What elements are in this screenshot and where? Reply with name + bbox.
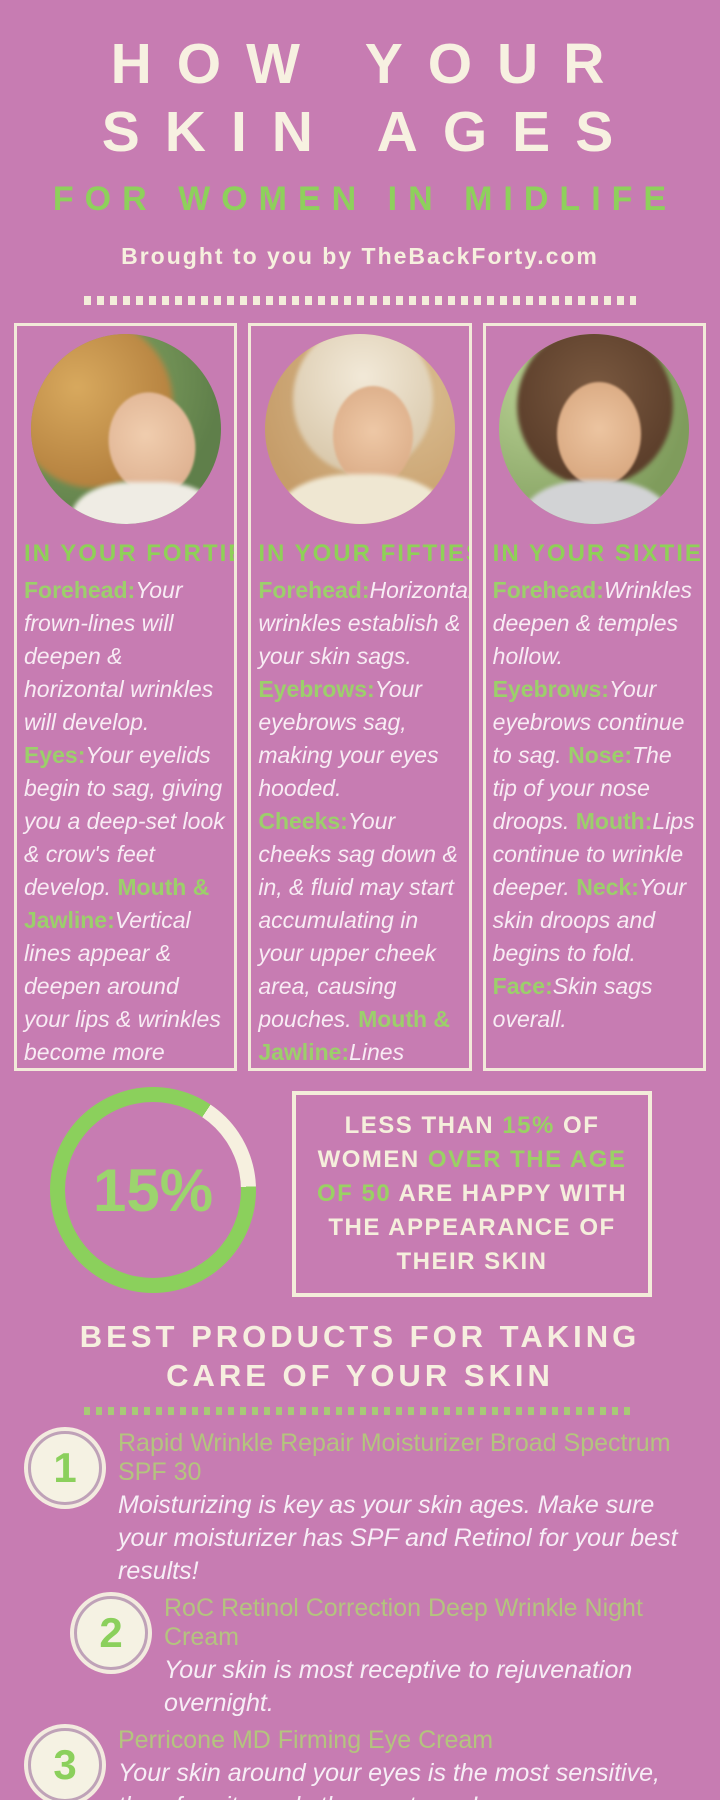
feature-label: Eyes: — [24, 742, 86, 768]
product-number-badge: 2 — [74, 1596, 148, 1670]
title-line-2: SKIN AGES — [101, 100, 639, 164]
feature-label: Eyebrows: — [258, 676, 375, 702]
age-column: IN YOUR FIFTIES Forehead:Horizontal wrin… — [248, 323, 472, 1071]
page-subtitle: FOR WOMEN IN MIDLIFE — [52, 180, 678, 218]
column-heading: IN YOUR FIFTIES — [258, 540, 472, 567]
products-heading-line-2: CARE OF YOUR SKIN — [166, 1358, 554, 1393]
feature-label: Cheeks: — [258, 808, 348, 834]
product-number-badge: 1 — [28, 1431, 102, 1505]
feature-label: Mouth & Jawline: — [24, 874, 210, 933]
product-description: Moisturizing is key as your skin ages. M… — [118, 1491, 678, 1585]
feature-label: Nose: — [568, 742, 632, 768]
feature-text: Lines deepen around lips & jowls form. — [349, 1039, 405, 1065]
feature-label: Mouth: — [575, 808, 653, 834]
feature-text: Skin sags overall. — [492, 973, 653, 1032]
feature-text: Your eyelids begin to sag, giving you a … — [24, 742, 225, 900]
stat-text-segment: ARE HAPPY WITH THE APPEARANCE OF THEIR S… — [328, 1180, 628, 1275]
donut-value: 15% — [92, 1156, 214, 1224]
products-list: 1 Rapid Wrinkle Repair Moisturizer Broad… — [0, 1425, 720, 1800]
feature-text: Lips continue to wrinkle deeper. — [492, 808, 695, 900]
feature-label: Neck: — [576, 874, 639, 900]
feature-label: Forehead: — [24, 577, 136, 603]
age-column: IN YOUR FORTIES Forehead:Your frown-line… — [14, 323, 238, 1071]
feature-text: Wrinkles deepen & temples hollow. — [492, 577, 693, 669]
product-description: Your skin is most receptive to rejuvenat… — [164, 1656, 633, 1717]
feature-text: Your eyebrows sag, making your eyes hood… — [258, 676, 439, 801]
product-text: Perricone MD Firming Eye Cream Your skin… — [118, 1722, 693, 1800]
stat-text-segment: OF WOMEN — [317, 1112, 600, 1173]
feature-text: Your skin droops and begins to fold. — [492, 874, 687, 966]
product-name: Rapid Wrinkle Repair Moisturizer Broad S… — [118, 1429, 671, 1486]
torso-shape — [70, 482, 221, 524]
column-body: Forehead:Wrinkles deepen & temples hollo… — [493, 574, 696, 1036]
product-text: Rapid Wrinkle Repair Moisturizer Broad S… — [118, 1425, 693, 1588]
face-shape — [332, 386, 413, 486]
donut-chart: 15% — [50, 1087, 256, 1293]
torso-shape — [521, 480, 672, 524]
column-body: Forehead:Your frown-lines will deepen & … — [24, 574, 227, 1068]
products-heading: BEST PRODUCTS FOR TAKING CARE OF YOUR SK… — [0, 1317, 720, 1395]
product-item: 3 Perricone MD Firming Eye Cream Your sk… — [28, 1722, 720, 1800]
stat-row: 15% LESS THAN 15% OF WOMEN OVER THE AGE … — [0, 1087, 720, 1297]
feature-text: Your cheeks sag down & in, & fluid may s… — [258, 808, 458, 1032]
stat-text-segment: LESS THAN — [344, 1112, 503, 1139]
byline: Brought to you by TheBackForty.com — [121, 243, 599, 269]
feature-label: Forehead: — [258, 577, 370, 603]
page-title: HOW YOUR SKIN AGES — [0, 0, 720, 166]
stat-text-segment: OVER THE AGE OF 50 — [316, 1146, 627, 1207]
feature-text: Vertical lines appear & deepen around yo… — [24, 907, 221, 1065]
product-name: Perricone MD Firming Eye Cream — [118, 1726, 494, 1754]
product-item: 1 Rapid Wrinkle Repair Moisturizer Broad… — [28, 1425, 720, 1588]
title-line-1: HOW YOUR — [110, 32, 630, 96]
product-text: RoC Retinol Correction Deep Wrinkle Nigh… — [164, 1590, 720, 1720]
column-heading: IN YOUR SIXTIES — [492, 540, 706, 567]
column-heading: IN YOUR FORTIES — [24, 540, 234, 567]
dotted-divider-green — [84, 1407, 636, 1415]
product-name: RoC Retinol Correction Deep Wrinkle Nigh… — [164, 1594, 643, 1651]
feature-text: Horizontal wrinkles establish & your ski… — [258, 577, 472, 669]
woman-in-forties-photo — [30, 334, 221, 524]
products-heading-line-1: BEST PRODUCTS FOR TAKING — [79, 1319, 641, 1354]
age-column: IN YOUR SIXTIES Forehead:Wrinkles deepen… — [482, 323, 706, 1071]
donut-hole: 15% — [65, 1102, 241, 1278]
stat-text: LESS THAN 15% OF WOMEN OVER THE AGE OF 5… — [317, 1112, 627, 1275]
column-body: Forehead:Horizontal wrinkles establish &… — [258, 574, 468, 1068]
feature-text: Your frown-lines will deepen & horizonta… — [24, 577, 214, 735]
woman-in-fifties-photo — [264, 334, 455, 524]
feature-label: Mouth & Jawline: — [258, 1006, 451, 1065]
feature-label: Forehead: — [492, 577, 604, 603]
product-description: Your skin around your eyes is the most s… — [118, 1759, 660, 1800]
face-shape — [557, 382, 642, 486]
feature-label: Face: — [492, 973, 553, 999]
age-columns: IN YOUR FORTIES Forehead:Your frown-line… — [0, 323, 720, 1071]
stat-text-segment: 15% — [502, 1112, 555, 1139]
dotted-divider-top — [84, 296, 636, 305]
product-number-badge: 3 — [28, 1728, 102, 1800]
stat-box: LESS THAN 15% OF WOMEN OVER THE AGE OF 5… — [292, 1091, 652, 1297]
torso-shape — [276, 474, 447, 524]
feature-text: Your eyebrows continue to sag. — [492, 676, 685, 768]
woman-in-sixties-photo — [499, 334, 690, 524]
product-item: 2 RoC Retinol Correction Deep Wrinkle Ni… — [74, 1590, 720, 1720]
feature-text: The tip of your nose droops. — [492, 742, 672, 834]
feature-label: Eyebrows: — [492, 676, 609, 702]
